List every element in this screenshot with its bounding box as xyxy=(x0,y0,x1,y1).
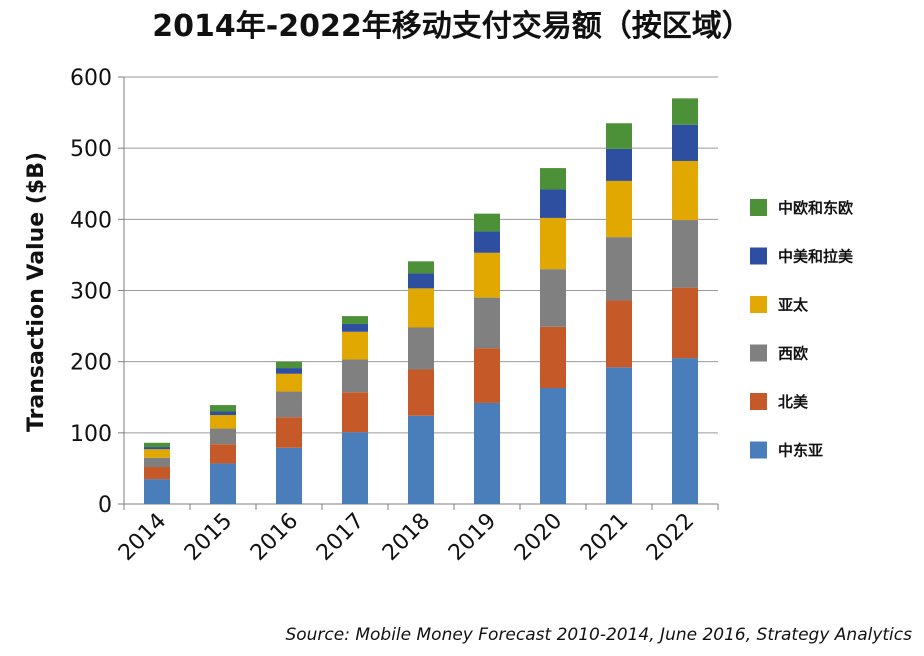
bar-segment-2015-中东亚 xyxy=(210,463,236,504)
legend-label: 西欧 xyxy=(778,345,808,363)
bar-segment-2016-中东亚 xyxy=(276,447,302,504)
legend-swatch xyxy=(750,296,767,313)
x-tick-label: 2016 xyxy=(246,509,303,566)
bar-segment-2015-亚太 xyxy=(210,415,236,429)
bar-segment-2014-中东亚 xyxy=(144,479,170,504)
bar-segment-2016-中欧和东欧 xyxy=(276,361,302,369)
legend-swatch xyxy=(750,247,767,265)
y-tick-label: 300 xyxy=(70,280,112,305)
bar-segment-2017-亚太 xyxy=(342,331,368,360)
legend-swatch xyxy=(750,344,767,362)
legend-label: 北美 xyxy=(778,393,809,411)
bar-segment-2021-中欧和东欧 xyxy=(606,123,632,149)
x-tick-label: 2014 xyxy=(114,509,171,566)
y-axis-label: Transaction Value ($B) xyxy=(24,152,49,432)
bar-segment-2018-中东亚 xyxy=(408,415,434,504)
bar-segment-2015-中欧和东欧 xyxy=(210,405,236,412)
bar-segment-2021-中美和拉美 xyxy=(606,148,632,181)
legend-label: 中美和拉美 xyxy=(778,248,854,266)
bar-segment-2021-北美 xyxy=(606,300,632,368)
bar-segment-2017-西欧 xyxy=(342,359,368,393)
x-tick-label: 2019 xyxy=(444,509,501,566)
bar-segment-2016-中美和拉美 xyxy=(276,368,302,374)
source-note: Source: Mobile Money Forecast 2010-2014,… xyxy=(285,625,912,645)
bar-segment-2017-中东亚 xyxy=(342,432,368,504)
bar-segment-2019-中东亚 xyxy=(474,402,500,504)
bars xyxy=(144,98,698,504)
legend-swatch xyxy=(750,199,767,216)
x-tick-label: 2018 xyxy=(378,509,435,566)
bar-segment-2020-亚太 xyxy=(540,217,566,270)
bar-segment-2022-中欧和东欧 xyxy=(672,98,698,125)
x-tick-label: 2020 xyxy=(510,509,567,566)
bar-segment-2017-中美和拉美 xyxy=(342,323,368,332)
bar-segment-2020-北美 xyxy=(540,326,566,388)
legend-label: 中欧和东欧 xyxy=(778,199,853,217)
legend-label: 中东亚 xyxy=(778,442,823,460)
y-tick-label: 600 xyxy=(70,66,112,91)
bar-segment-2022-中美和拉美 xyxy=(672,124,698,161)
bar-segment-2014-西欧 xyxy=(144,457,170,467)
bar-segment-2019-中美和拉美 xyxy=(474,231,500,253)
bar-segment-2021-亚太 xyxy=(606,180,632,238)
bar-segment-2019-北美 xyxy=(474,348,500,403)
bar-segment-2019-亚太 xyxy=(474,252,500,298)
bar-segment-2015-中美和拉美 xyxy=(210,411,236,416)
y-tick-label: 100 xyxy=(70,422,112,447)
bar-segment-2020-中欧和东欧 xyxy=(540,168,566,190)
bar-segment-2017-中欧和东欧 xyxy=(342,316,368,324)
bar-segment-2020-中东亚 xyxy=(540,387,566,504)
y-tick-label: 400 xyxy=(70,208,112,233)
bar-segment-2015-西欧 xyxy=(210,428,236,445)
bar-segment-2016-北美 xyxy=(276,417,302,448)
bar-segment-2021-西欧 xyxy=(606,237,632,301)
bar-segment-2022-中东亚 xyxy=(672,358,698,504)
legend-swatch xyxy=(750,441,767,459)
bar-segment-2022-北美 xyxy=(672,287,698,359)
x-tick-label: 2021 xyxy=(576,509,633,566)
bar-segment-2018-中美和拉美 xyxy=(408,273,434,289)
legend-label: 亚太 xyxy=(778,296,809,314)
bar-segment-2018-西欧 xyxy=(408,327,434,370)
bar-segment-2018-亚太 xyxy=(408,288,434,328)
bar-segment-2022-西欧 xyxy=(672,220,698,288)
bar-segment-2020-西欧 xyxy=(540,269,566,327)
bar-segment-2017-北美 xyxy=(342,392,368,433)
bar-segment-2014-北美 xyxy=(144,466,170,480)
bar-segment-2020-中美和拉美 xyxy=(540,189,566,218)
x-tick-label: 2017 xyxy=(312,509,369,566)
x-tick-label: 2022 xyxy=(642,509,699,566)
bar-segment-2019-西欧 xyxy=(474,297,500,349)
bar-segment-2021-中东亚 xyxy=(606,367,632,504)
chart-title: 2014年-2022年移动支付交易额（按区域） xyxy=(152,9,751,44)
x-tick-label: 2015 xyxy=(180,509,237,566)
bar-segment-2022-亚太 xyxy=(672,160,698,221)
bar-segment-2014-亚太 xyxy=(144,449,170,458)
bar-segment-2016-亚太 xyxy=(276,373,302,392)
y-tick-label: 500 xyxy=(70,137,112,162)
bar-segment-2014-中美和拉美 xyxy=(144,447,170,450)
bar-segment-2014-中欧和东欧 xyxy=(144,442,170,448)
bar-segment-2015-北美 xyxy=(210,444,236,464)
bar-segment-2018-北美 xyxy=(408,369,434,416)
y-tick-label: 0 xyxy=(98,493,112,518)
bar-segment-2019-中欧和东欧 xyxy=(474,213,500,232)
bar-segment-2016-西欧 xyxy=(276,391,302,418)
y-tick-label: 200 xyxy=(70,351,112,376)
bar-segment-2018-中欧和东欧 xyxy=(408,261,434,274)
legend-swatch xyxy=(750,393,767,410)
